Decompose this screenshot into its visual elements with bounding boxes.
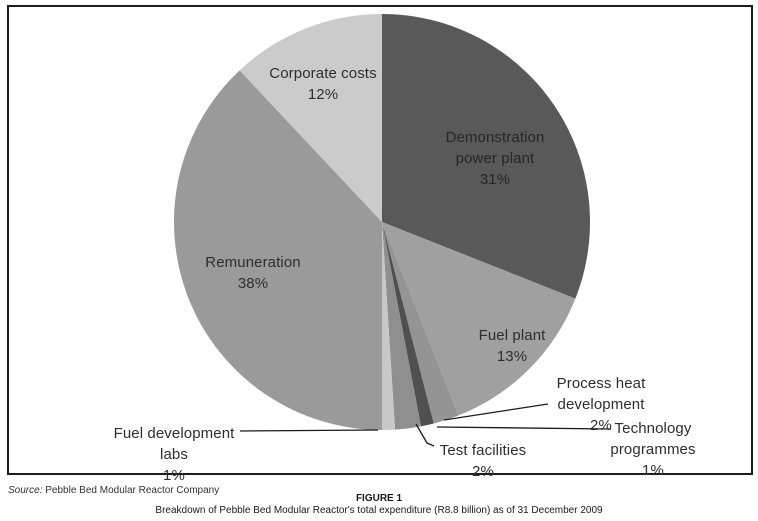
slice-label-text: Process heat development bbox=[556, 375, 646, 413]
slice-label-fuel-development-labs: Fuel development labs 1% bbox=[109, 423, 239, 486]
source-line: Source: Pebble Bed Modular Reactor Compa… bbox=[8, 485, 219, 496]
leader-line-test-facilities bbox=[415, 423, 435, 447]
pie-chart bbox=[173, 14, 612, 447]
slice-label-corporate-costs: Corporate costs 12% bbox=[238, 63, 408, 105]
slice-label-text: Demonstration power plant bbox=[445, 129, 545, 167]
slice-label-text: Fuel development labs bbox=[113, 425, 235, 463]
slice-label-pct: 2% bbox=[472, 463, 494, 480]
slice-label-text: Corporate costs bbox=[269, 65, 377, 82]
pie-slice-technology-programmes bbox=[382, 222, 434, 427]
slice-label-text: Fuel plant bbox=[478, 327, 546, 344]
slice-label-pct: 1% bbox=[642, 462, 664, 479]
slice-label-pct: 1% bbox=[163, 467, 185, 484]
leader-line-fuel-development-labs bbox=[239, 429, 379, 432]
slice-label-technology-programmes: Technology programmes 1% bbox=[583, 418, 723, 481]
slice-label-text: Remuneration bbox=[205, 254, 301, 271]
slice-label-fuel-plant: Fuel plant 13% bbox=[452, 325, 572, 367]
slice-label-pct: 2% bbox=[590, 417, 612, 434]
slice-label-text: Technology programmes bbox=[610, 420, 696, 458]
source-text: Pebble Bed Modular Reactor Company bbox=[42, 485, 220, 496]
leader-line-technology-programmes bbox=[436, 426, 612, 430]
pie-slices bbox=[173, 14, 590, 431]
slice-label-pct: 38% bbox=[237, 275, 269, 292]
slice-label-pct: 31% bbox=[479, 171, 511, 188]
pie-slice-demonstration-power-plant bbox=[382, 14, 590, 299]
slice-label-demonstration-power-plant: Demonstration power plant 31% bbox=[435, 127, 555, 190]
slice-label-remuneration: Remuneration 38% bbox=[168, 252, 338, 294]
slice-label-pct: 13% bbox=[496, 348, 528, 365]
pie-slice-fuel-plant bbox=[382, 222, 576, 416]
figure-label: FIGURE 1 bbox=[355, 493, 403, 504]
source-label: Source: bbox=[8, 485, 43, 496]
slice-label-test-facilities: Test facilities 2% bbox=[413, 440, 553, 482]
pie-slice-fuel-development-labs bbox=[382, 222, 396, 430]
pie-slice-remuneration bbox=[173, 70, 382, 431]
slice-label-process-heat-development: Process heat development 2% bbox=[536, 373, 666, 436]
chart-area: Demonstration power plant 31% Fuel plant… bbox=[7, 5, 753, 484]
figure-caption: Breakdown of Pebble Bed Modular Reactor'… bbox=[155, 505, 603, 516]
leader-line-process-heat bbox=[443, 403, 549, 421]
leader-lines bbox=[239, 403, 612, 447]
slice-label-pct: 12% bbox=[307, 86, 339, 103]
chart-border bbox=[7, 5, 753, 475]
pie-slice-test-facilities bbox=[382, 222, 421, 430]
slice-label-text: Test facilities bbox=[439, 442, 527, 459]
pie-slice-process-heat-development bbox=[382, 222, 459, 424]
pie-slice-corporate-costs bbox=[239, 14, 382, 222]
